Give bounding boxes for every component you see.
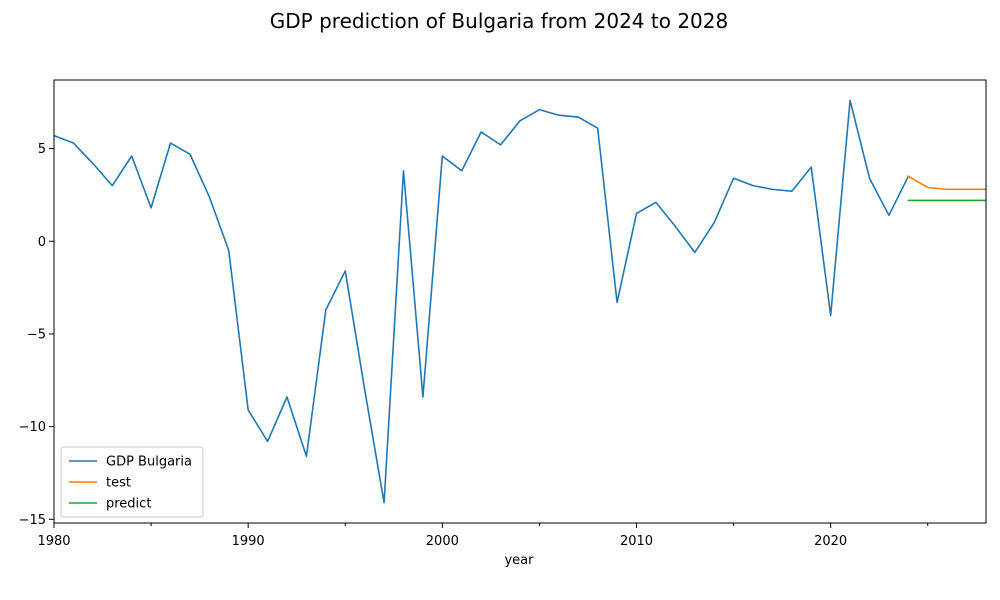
x-axis-label: year (504, 553, 534, 568)
series-line-1 (907, 175, 986, 191)
series-line-0 (54, 99, 910, 504)
legend-label-2: predict (106, 497, 151, 512)
x-tick-label: 1990 (232, 534, 265, 549)
plot-frame (53, 79, 987, 524)
legend-label-1: test (106, 476, 131, 491)
legend-label-0: GDP Bulgaria (106, 455, 192, 470)
x-tick-label: 1980 (37, 534, 70, 549)
y-tick-label: −10 (19, 420, 46, 435)
legend: GDP Bulgaria test predict (60, 446, 204, 518)
series-layer (54, 99, 986, 504)
legend-box (60, 446, 204, 518)
x-tick-label: 2010 (620, 534, 653, 549)
y-tick-label: 0 (38, 235, 46, 250)
y-tick-label: −5 (27, 327, 46, 342)
y-axis: −15 −10 −5 0 5 (19, 142, 54, 528)
y-tick-label: −15 (19, 513, 46, 528)
x-tick-label: 2020 (814, 534, 847, 549)
y-tick-label: 5 (38, 142, 46, 157)
x-axis: 1980 1990 2000 2010 2020 (37, 523, 929, 549)
x-tick-label: 2000 (426, 534, 459, 549)
chart-title: GDP prediction of Bulgaria from 2024 to … (270, 9, 728, 33)
